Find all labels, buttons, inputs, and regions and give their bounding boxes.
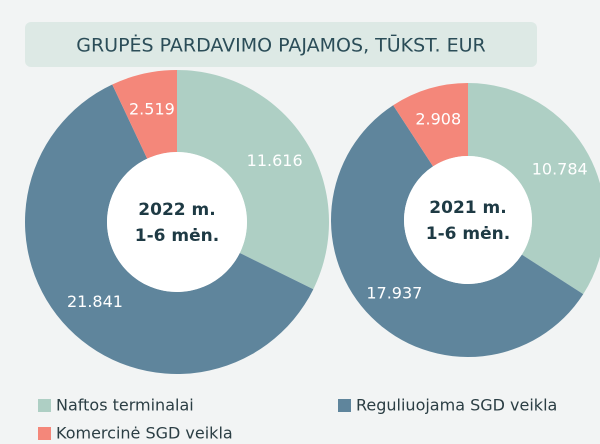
donut-segment [468, 83, 600, 295]
donut-hole [107, 152, 247, 292]
data-label: 10.784 [532, 159, 588, 178]
data-label: 21.841 [67, 292, 123, 311]
center-label: 1-6 mėn. [426, 224, 510, 244]
data-label: 11.616 [247, 151, 303, 170]
donut-hole [404, 156, 532, 284]
title-box [25, 22, 537, 67]
data-label: 2.519 [129, 99, 175, 118]
donut-segment [112, 70, 177, 159]
donut-segment [393, 83, 468, 167]
legend-label: Komercinė SGD veikla [56, 424, 233, 443]
legend-swatch [38, 399, 51, 412]
chart-title: GRUPĖS PARDAVIMO PAJAMOS, TŪKST. EUR [76, 33, 485, 57]
center-label: 1-6 mėn. [135, 226, 219, 246]
donut-segment [331, 105, 584, 357]
data-label: 2.908 [415, 109, 461, 128]
donut-segment [24, 84, 314, 375]
data-label: 17.937 [366, 284, 422, 303]
legend-label: Reguliuojama SGD veikla [356, 396, 557, 415]
legend-swatch [338, 399, 351, 412]
legend-swatch [38, 427, 51, 440]
donut-segment [177, 70, 329, 290]
center-label: 2021 m. [429, 198, 506, 218]
center-label: 2022 m. [138, 200, 215, 220]
legend-label: Naftos terminalai [56, 396, 194, 415]
